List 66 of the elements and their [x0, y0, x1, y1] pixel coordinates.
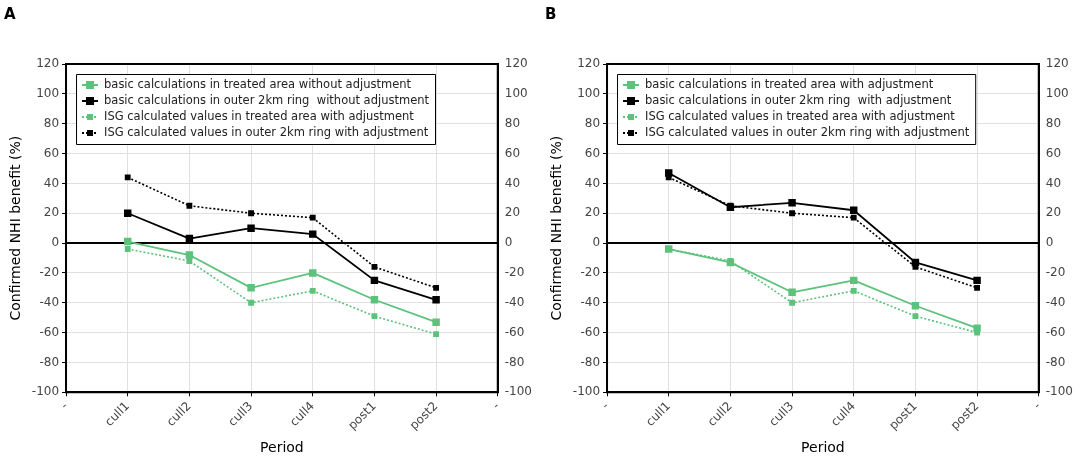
y2-tick-label: -80 [1045, 354, 1066, 369]
y-tick-label: -80 [39, 354, 60, 369]
y2-tick-label: -100 [504, 384, 532, 399]
legend-label: ISG calculated values in treated area with adjustment [104, 108, 415, 123]
legend-label: basic calculations in outer 2km ring without adjustment [104, 92, 430, 107]
legend-label: basic calculations in treated area without adjustment [104, 76, 412, 91]
legend-label: ISG calculated values in treated area with adjustment [645, 108, 956, 123]
y2-tick-label: -20 [1045, 265, 1066, 280]
chart-title: A [4, 4, 16, 23]
y-tick-label: 100 [577, 85, 601, 100]
legend-label: ISG calculated values in outer 2km ring with adjustment [104, 124, 429, 139]
x-axis-title: Period [801, 439, 845, 456]
y-tick-label: -20 [39, 265, 60, 280]
y-tick-label: 20 [584, 205, 601, 220]
y2-tick-label: 100 [1045, 85, 1069, 100]
y-tick-label: 20 [43, 205, 60, 220]
y2-tick-label: -20 [504, 265, 525, 280]
y-tick-label: 80 [43, 115, 60, 130]
y-tick-label: 40 [43, 175, 60, 190]
legend-label: ISG calculated values in outer 2km ring with adjustment [645, 124, 970, 139]
y-tick-label: -40 [39, 294, 60, 309]
y-tick-label: -100 [572, 384, 601, 399]
y2-tick-label: 40 [504, 175, 521, 190]
y-axis-title: Confirmed NHI benefit (%) [548, 135, 565, 321]
x-tick-label: - [598, 398, 612, 412]
y-tick-label: -60 [39, 324, 60, 339]
y-tick-label: 120 [577, 56, 601, 71]
x-tick-label: - [57, 398, 71, 412]
y2-tick-label: 80 [504, 115, 521, 130]
y-tick-label: 40 [584, 175, 601, 190]
y-tick-label: 100 [36, 85, 60, 100]
y2-tick-label: -60 [1045, 324, 1066, 339]
y2-tick-label: 0 [504, 235, 513, 250]
x-tick-label: - [489, 398, 503, 412]
y2-tick-label: -60 [504, 324, 525, 339]
chart-title: B [545, 4, 557, 23]
y2-tick-label: -100 [1045, 384, 1073, 399]
y-tick-label: -20 [580, 265, 601, 280]
y2-tick-label: 80 [1045, 115, 1062, 130]
y-tick-label: 0 [592, 235, 601, 250]
y-tick-label: -80 [580, 354, 601, 369]
y2-tick-label: 0 [1045, 235, 1054, 250]
y2-tick-label: 20 [1045, 205, 1062, 220]
y2-tick-label: -80 [504, 354, 525, 369]
y2-tick-label: 100 [504, 85, 528, 100]
legend-label: basic calculations in outer 2km ring with adjustment [645, 92, 952, 107]
y-axis-title: Confirmed NHI benefit (%) [7, 135, 24, 321]
x-axis-title: Period [260, 439, 304, 456]
y-tick-label: -40 [580, 294, 601, 309]
y2-tick-label: 20 [504, 205, 521, 220]
y2-tick-label: -40 [1045, 294, 1066, 309]
y-tick-label: -60 [580, 324, 601, 339]
y-tick-label: 60 [43, 145, 60, 160]
y-tick-label: 60 [584, 145, 601, 160]
y2-tick-label: 120 [504, 56, 528, 71]
y2-tick-label: 40 [1045, 175, 1062, 190]
x-tick-label: - [1030, 398, 1044, 412]
y2-tick-label: 60 [504, 145, 521, 160]
y-tick-label: 120 [36, 56, 60, 71]
y-tick-label: 80 [584, 115, 601, 130]
y2-tick-label: -40 [504, 294, 525, 309]
y-tick-label: 0 [51, 235, 60, 250]
y2-tick-label: 60 [1045, 145, 1062, 160]
y-tick-label: -100 [31, 384, 60, 399]
legend-label: basic calculations in treated area with adjustment [645, 76, 934, 91]
y2-tick-label: 120 [1045, 56, 1069, 71]
